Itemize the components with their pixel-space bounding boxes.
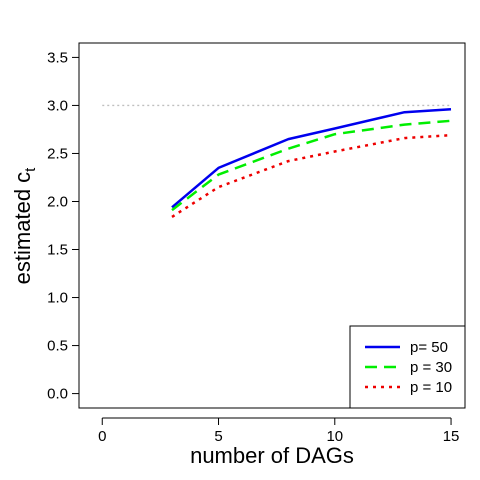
series-line-0 [171,108,452,209]
y-tick-label: 3.0 [47,97,68,114]
legend-label: p= 50 [410,339,448,356]
legend-label: p = 10 [410,379,452,396]
y-tick-label: 1.5 [47,242,68,259]
x-axis-label: number of DAGs [190,443,354,468]
legend: p= 50 p = 30 p = 10 [349,325,466,409]
y-tick-label: 0.0 [47,386,68,403]
y-tick-label: 2.5 [47,145,68,162]
legend-label: p = 30 [410,359,452,376]
x-tick-label: 15 [443,428,460,445]
y-axis-label-main: estimated c [10,172,35,285]
y-tick-label: 2.0 [47,193,68,210]
y-tick-label: 1.0 [47,290,68,307]
series-layer [171,108,452,218]
y-tick-label: 3.5 [47,49,68,66]
y-tick-label: 0.5 [47,338,68,355]
x-tick-label: 0 [98,428,106,445]
y-axis-label: estimated ct [10,167,39,285]
series-line-2 [171,133,452,218]
y-axis-label-subscript: t [22,167,39,172]
x-tick-label: 10 [326,428,343,445]
x-axis: 0 5 10 15 [98,417,460,445]
series-line-1 [171,119,452,212]
y-axis: 0.0 0.5 1.0 1.5 2.0 2.5 3.0 3.5 [47,49,80,403]
x-tick-label: 5 [214,428,222,445]
